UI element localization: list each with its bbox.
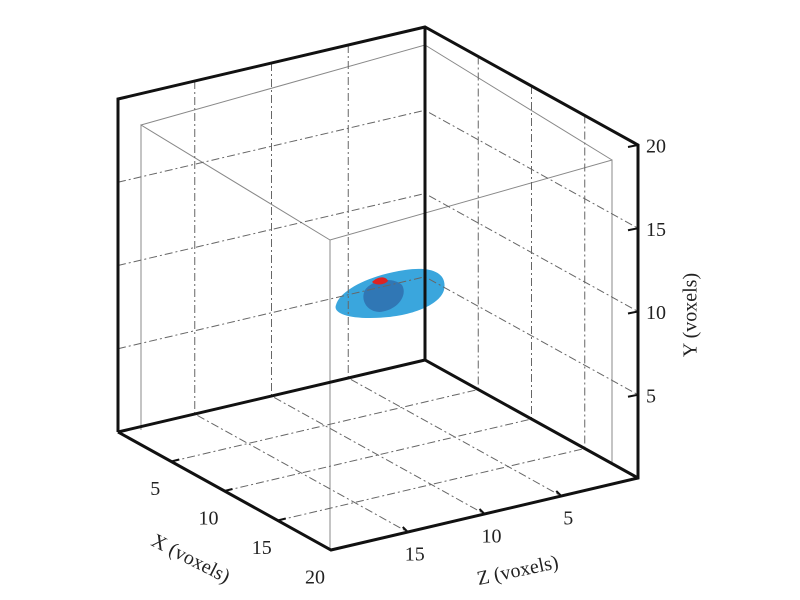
x-axis-label: X (voxels) [148,530,234,588]
y-tick-label: 5 [646,385,656,407]
z-tick [555,490,562,497]
x-tick [224,488,233,492]
box-edge [117,358,639,480]
x-tick-label: 20 [305,567,325,589]
blob-core [363,279,404,312]
z-tick [478,508,486,515]
grid-line [171,56,479,462]
y-tick [627,310,639,315]
x-tick-label: 15 [252,537,272,559]
y-tick [627,144,639,148]
grid-line [347,45,562,497]
z-tick-label: 15 [405,544,425,566]
blob-peak [372,277,388,285]
x-tick-label: 5 [150,478,160,500]
z-tick-label: 5 [563,508,573,530]
grid-line [277,115,586,521]
y-tick [627,227,639,232]
z-axis-label: Z (voxels) [475,551,561,590]
inner-box-edge [140,44,613,161]
z-tick [402,526,409,533]
y-axis-label: Y (voxels) [680,273,702,357]
x-tick-label: 10 [199,508,219,530]
isosurface [335,268,445,318]
y-tick-label: 20 [646,136,666,158]
z-tick-label: 10 [482,526,502,548]
x-tick [330,547,340,551]
x-tick [277,517,286,522]
y-tick [627,393,639,398]
y-tick-label: 15 [646,219,666,241]
x-tick [171,458,180,463]
grid-line [117,26,639,146]
y-tick-label: 10 [646,302,666,324]
